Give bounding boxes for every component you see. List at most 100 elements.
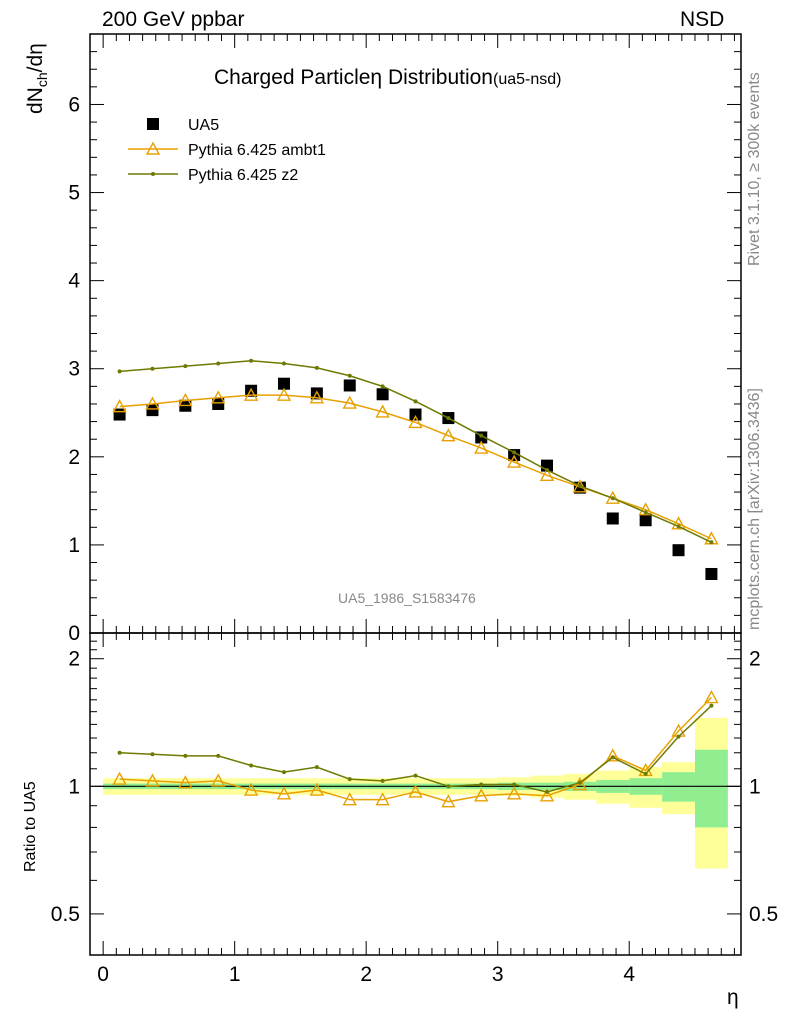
- ua5-square-marker: [639, 514, 652, 527]
- pythia-6-425-z2-dot-marker: [249, 358, 254, 363]
- mc-uncertainty-band-inner: [103, 749, 728, 828]
- ratio-pythia-6-425-ambt1-triangle-marker: [605, 748, 620, 762]
- x-tick-label: 3: [492, 963, 504, 986]
- ratio-y-tick-label-left: 1: [68, 775, 80, 798]
- pythia-6-425-ambt1-triangle-marker: [211, 390, 226, 404]
- ratio-pythia-6-425-z2-dot-marker: [314, 765, 319, 770]
- pythia-6-425-z2-dot-marker: [479, 433, 484, 438]
- ratio-pythia-6-425-z2-dot-marker: [183, 753, 188, 758]
- legend-pythia-6-425-ambt1-triangle-marker: [145, 141, 161, 155]
- pythia-6-425-ambt1-triangle-marker: [243, 387, 259, 401]
- ratio-pythia-6-425-z2-dot-marker: [413, 773, 418, 778]
- ratio-pythia-6-425-ambt1-triangle-marker: [474, 788, 489, 802]
- pythia-6-425-z2-dot-marker: [446, 416, 451, 421]
- pythia-6-425-ambt1-triangle-marker: [276, 387, 292, 401]
- ratio-y-tick-label-right: 1: [749, 775, 761, 798]
- ratio-pythia-6-425-ambt1-triangle-marker: [441, 794, 456, 808]
- ua5-square-marker: [343, 379, 356, 392]
- ratio-pythia-6-425-ambt1-triangle-marker: [506, 786, 522, 800]
- ratio-pythia-6-425-z2-dot-marker: [347, 777, 352, 782]
- ratio-pythia-6-425-ambt1-triangle-marker: [211, 773, 226, 787]
- pythia-6-425-z2-dot-marker: [183, 364, 188, 369]
- ratio-pythia-6-425-z2-dot-marker: [117, 750, 122, 755]
- ratio-pythia-6-425-ambt1-triangle-marker: [408, 784, 423, 798]
- ratio-pythia-6-425-ambt1-triangle-marker: [243, 782, 259, 796]
- chart-subtitle: (ua5-nsd): [493, 71, 562, 88]
- ua5-square-marker: [277, 377, 290, 390]
- ratio-pythia-6-425-z2-dot-marker: [216, 753, 221, 758]
- ratio-y-tick-label-right: 2: [749, 648, 761, 671]
- pythia-6-425-ambt1-triangle-marker: [539, 467, 555, 482]
- pythia-6-425-ambt1-triangle-marker: [145, 396, 160, 410]
- x-tick-label: 1: [229, 963, 241, 986]
- pythia-6-425-ambt1-triangle-marker: [474, 440, 489, 454]
- ratio-pythia-6-425-ambt1-triangle-marker: [342, 792, 357, 806]
- legend-ua5-square-marker: [147, 118, 159, 130]
- x-tick-label: 0: [97, 963, 109, 986]
- main-y-tick-label: 2: [68, 446, 80, 469]
- ratio-pythia-6-425-z2-dot-marker: [446, 784, 451, 789]
- legend-pythia-6-425-z2-dot-marker: [151, 172, 155, 176]
- ratio-y-tick-label-left: 0.5: [51, 903, 80, 926]
- ua5-square-marker: [113, 408, 126, 421]
- legend-pythia-6-425-z2-label: Pythia 6.425 z2: [188, 167, 298, 184]
- ratio-pythia-6-425-z2-dot-marker: [709, 703, 714, 708]
- ratio-pythia-6-425-z2-dot-marker: [610, 755, 615, 760]
- pythia-6-425-z2-dot-marker: [512, 450, 517, 455]
- ua5-square-marker: [146, 404, 159, 417]
- pythia-6-425-ambt1-triangle-marker: [309, 390, 325, 404]
- chart-title-eta: η: [370, 66, 383, 89]
- main-y-tick-label: 6: [68, 93, 80, 116]
- ratio-pythia-6-425-ambt1-triangle-marker: [112, 771, 127, 785]
- pythia-6-425-z2-dot-marker: [610, 496, 615, 501]
- pythia-6-425-z2-dot-marker: [281, 361, 286, 366]
- tick-labels: 0 1 2 3 4 0 1 2 3 4 5 6 0.5 0.5 1 1 2 2: [51, 93, 778, 986]
- main-y-tick-label: 5: [68, 182, 80, 205]
- pythia-6-425-ambt1-triangle-marker: [671, 516, 686, 530]
- pythia-6-425-z2-line: [119, 360, 712, 543]
- ratio-pythia-6-425-z2-dot-marker: [577, 780, 582, 785]
- ratio-pythia-6-425-z2-dot-marker: [380, 778, 385, 783]
- pythia-6-425-ambt1-triangle-marker: [178, 392, 193, 407]
- pythia-6-425-z2-dot-marker: [117, 369, 122, 374]
- pythia-6-425-ambt1-triangle-marker: [375, 404, 390, 418]
- pythia-6-425-z2-dot-marker: [676, 524, 681, 529]
- ratio-pythia-6-425-ambt1-triangle-marker: [178, 775, 193, 789]
- ua5-square-marker: [409, 408, 422, 421]
- ratio-pythia-6-425-ambt1-triangle-marker: [375, 792, 390, 806]
- pythia-6-425-z2-dot-marker: [709, 540, 714, 545]
- axis-ticks: [90, 33, 741, 955]
- ratio-pythia-6-425-z2-dot-marker: [249, 763, 254, 768]
- pythia-6-425-z2-dot-marker: [216, 361, 221, 366]
- pythia-6-425-z2-dot-marker: [413, 399, 418, 404]
- ua5-square-marker: [376, 388, 389, 401]
- ratio-pythia-6-425-ambt1-triangle-marker: [276, 786, 292, 800]
- pythia-6-425-z2-dot-marker: [643, 510, 648, 515]
- legend: UA5 Pythia 6.425 ambt1 Pythia 6.425 z2: [128, 117, 326, 184]
- pythia-6-425-ambt1-triangle-marker: [112, 399, 127, 413]
- main-y-tick-label: 1: [68, 534, 80, 557]
- ua5-square-marker: [672, 544, 685, 557]
- energy-label: 200 GeV ppbar: [102, 8, 245, 31]
- pythia-6-425-ambt1-triangle-marker: [638, 502, 653, 516]
- legend-pythia-6-425-ambt1-label: Pythia 6.425 ambt1: [188, 142, 326, 159]
- ratio-pythia-6-425-z2-dot-marker: [545, 789, 550, 794]
- pythia-6-425-ambt1-triangle-marker: [408, 415, 423, 429]
- ratio-pythia-6-425-ambt1-triangle-marker: [309, 782, 325, 796]
- main-y-tick-label: 3: [68, 358, 80, 381]
- pythia-6-425-z2-dot-marker: [577, 483, 582, 488]
- main-y-tick-label: 4: [68, 270, 80, 293]
- band-inner-bin: [694, 749, 728, 828]
- legend-ua5-label: UA5: [188, 117, 219, 134]
- ratio-y-tick-label-left: 2: [68, 648, 80, 671]
- ratio-pythia-6-425-ambt1-triangle-marker: [145, 773, 160, 787]
- pythia-6-425-z2-dot-marker: [314, 365, 319, 370]
- pythia-6-425-z2-dot-marker: [545, 468, 550, 473]
- ratio-pythia-6-425-z2-dot-marker: [643, 771, 648, 776]
- ratio-pythia-6-425-z2-dot-marker: [512, 782, 517, 787]
- analysis-watermark: UA5_1986_S1583476: [338, 590, 476, 606]
- x-tick-label: 2: [360, 963, 372, 986]
- pythia-6-425-z2-dot-marker: [380, 384, 385, 389]
- process-label: NSD: [680, 8, 725, 31]
